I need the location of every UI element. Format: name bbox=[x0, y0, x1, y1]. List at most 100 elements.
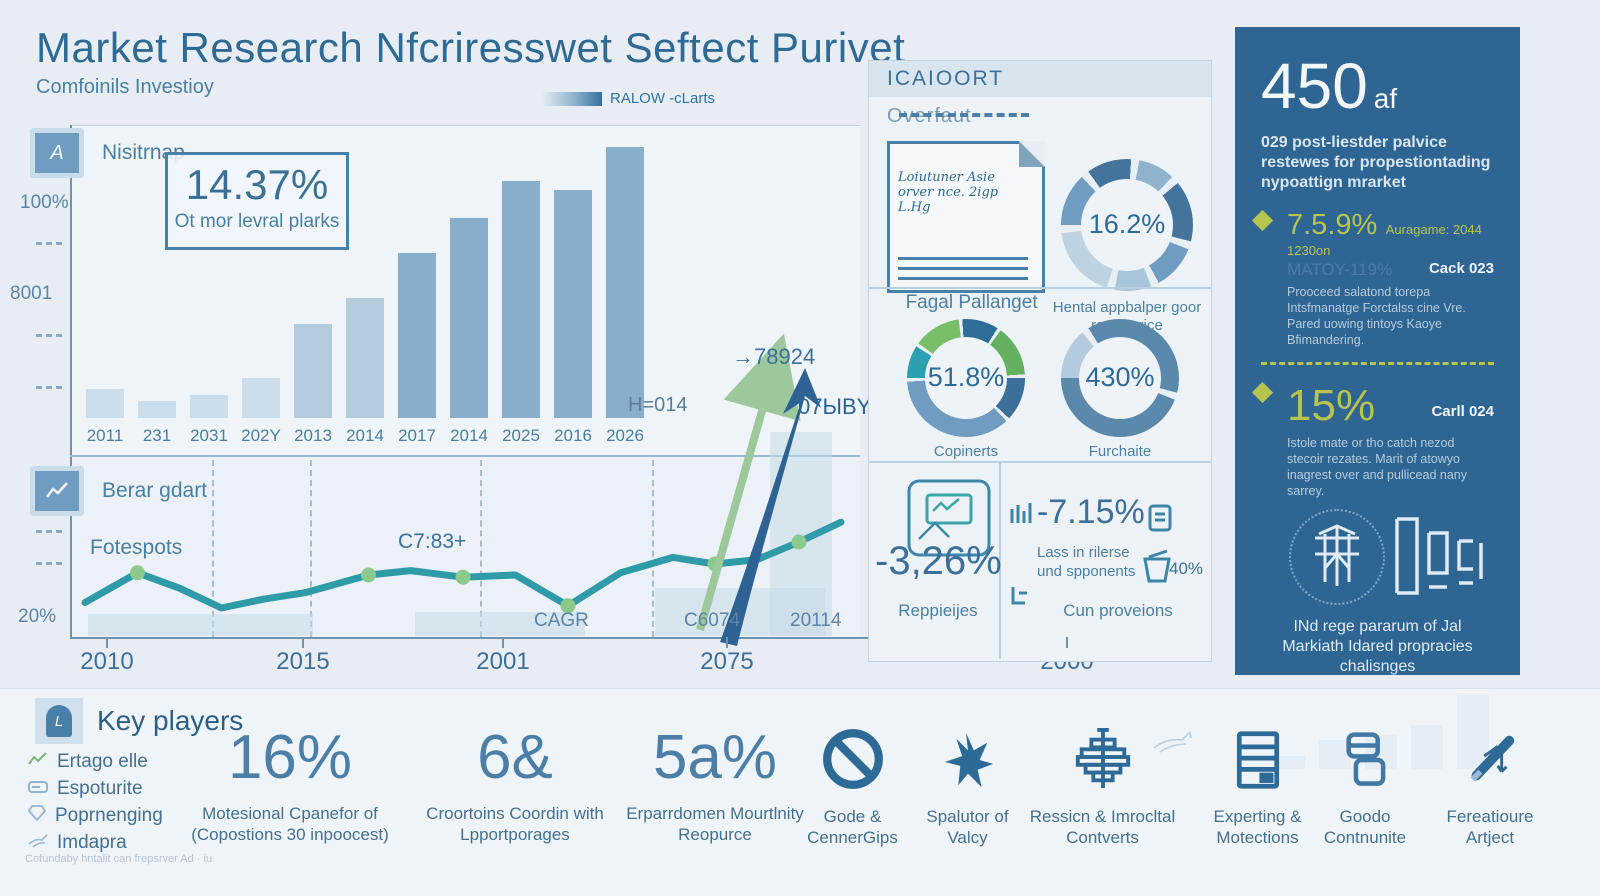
bar-panel-icon: A bbox=[30, 128, 84, 178]
diamond-icon bbox=[1251, 209, 1274, 232]
key-player-item: Poprnenging bbox=[27, 802, 163, 829]
bar: 2031 bbox=[190, 395, 228, 445]
feature-label: Experting & Motections bbox=[1213, 807, 1302, 847]
feature-item: Fereatioure Artject bbox=[1425, 728, 1555, 848]
x-axis-tick bbox=[302, 637, 304, 648]
feature-item: Gode & CennerGips bbox=[795, 728, 910, 848]
bar: 2026 bbox=[606, 147, 644, 445]
ghost-bar bbox=[415, 612, 585, 636]
donut-1-value: 16.2% bbox=[1088, 209, 1166, 240]
gridline bbox=[652, 460, 654, 637]
cards-icon bbox=[1305, 728, 1425, 792]
report-panel: ICAIOORT Overfaut Loiutuner Asie orver n… bbox=[868, 60, 1212, 662]
key-players-list: Ertago elle Espoturite Poprnenging Imdapra bbox=[27, 748, 163, 856]
x-axis-tick bbox=[106, 637, 108, 648]
report-section2-title: Fagal Pallanget bbox=[905, 292, 1038, 313]
trend-arrows bbox=[696, 333, 821, 646]
data-point-dot bbox=[560, 598, 576, 614]
bottom-stat-2-caption: Croortoins Coordin with Lpportporages bbox=[426, 804, 604, 844]
bar: 202Y bbox=[241, 378, 281, 445]
bar-label: 2011 bbox=[86, 426, 124, 445]
sidebar-section1-body: Prooceed salatond torepa Intsfmanatge Fo… bbox=[1287, 285, 1466, 347]
star-icon bbox=[905, 728, 1030, 792]
bar: 2017 bbox=[398, 253, 436, 445]
sidebar-section2-value: 15% bbox=[1287, 381, 1376, 430]
bar-panel-label: Nisitrnap bbox=[102, 141, 185, 164]
key-players-header: L Key players bbox=[35, 698, 243, 744]
highlight-stat-box: 14.37% Ot mor levral plarks bbox=[165, 152, 349, 250]
bar: 2013 bbox=[294, 324, 332, 445]
sidebar-panel: 450 af 029 post-liestder palvice restewes… bbox=[1235, 27, 1520, 769]
y-tick-8001: 8001 bbox=[10, 283, 53, 304]
key-player-item: Espoturite bbox=[28, 775, 163, 802]
y-dash bbox=[36, 386, 62, 389]
x-axis-tick bbox=[726, 637, 728, 648]
highlight-stat-caption: Ot mor levral plarks bbox=[174, 211, 340, 232]
person-icon: L bbox=[46, 705, 72, 737]
panel-divider bbox=[70, 455, 860, 457]
data-point-dot bbox=[361, 567, 376, 583]
sidebar-section1-value: 7.5.9% bbox=[1287, 209, 1378, 241]
bar-chart-bars: 2011 231 2031 202Y 2013 2014 2017 2014 2025 2016 2… bbox=[86, 140, 656, 445]
clipboard-icon bbox=[1148, 504, 1172, 532]
sidebar-big-value: 450 bbox=[1261, 50, 1368, 122]
y-dash bbox=[36, 334, 62, 337]
x-axis-tick bbox=[502, 637, 504, 648]
report-stat-right-caption2: Cun proveions bbox=[1063, 601, 1173, 620]
blue-arrow-icon bbox=[720, 368, 821, 646]
bar-label: 2013 bbox=[294, 426, 332, 445]
dashed-connector bbox=[899, 113, 1029, 117]
donut-chart-3: 430% bbox=[1061, 319, 1179, 437]
arrow-annotation-blue: 07ЫBY bbox=[798, 394, 872, 419]
line-chart bbox=[81, 518, 845, 614]
bar-label: 2014 bbox=[450, 426, 488, 445]
key-players-badge: L bbox=[35, 698, 83, 744]
donut-chart-2: 51.8% bbox=[907, 319, 1025, 437]
sidebar-big-stat: 450 af bbox=[1261, 49, 1494, 123]
bottom-stat-2: 6& Croortoins Coordin with Lpportporages bbox=[415, 722, 615, 845]
gridline bbox=[310, 460, 312, 637]
bottom-stat-3-value: 5a% bbox=[652, 723, 778, 792]
bar-label: 2014 bbox=[346, 426, 384, 445]
sidebar-section2-tag: Carll 024 bbox=[1431, 403, 1494, 420]
x-axis-label: 2001 bbox=[476, 648, 530, 675]
donut-2-value: 51.8% bbox=[927, 362, 1005, 393]
donut-2-caption: Copinerts bbox=[933, 443, 999, 460]
bar: 2014 bbox=[346, 298, 384, 445]
line-inner-label: Fotespots bbox=[90, 536, 183, 559]
report-stat-right-value: -7.15% bbox=[1037, 493, 1145, 531]
y-tick-20: 20% bbox=[18, 606, 57, 627]
document-note: Loiutuner Asie orver nce. 2igp L.Hg bbox=[898, 170, 999, 215]
bottom-stat-3-caption: Erparrdomen Mourtlnity Reopurce bbox=[626, 804, 804, 844]
bars-icon bbox=[1010, 503, 1032, 523]
bar-label: 2031 bbox=[190, 426, 228, 445]
prohibition-icon bbox=[795, 728, 910, 792]
chart-frame-top bbox=[70, 125, 860, 126]
pen-icon bbox=[1425, 728, 1555, 792]
key-player-name: Imdapra bbox=[57, 831, 127, 853]
key-player-item: Ertago elle bbox=[28, 748, 163, 775]
gem-icon bbox=[27, 804, 47, 827]
bird-sketch-icon bbox=[1153, 731, 1192, 753]
report-stat-left-caption: Reppieijes bbox=[898, 601, 978, 620]
bar: 231 bbox=[138, 401, 176, 445]
axis-note-20114: 20114 bbox=[790, 610, 842, 631]
axis-note-c6074: C6074 bbox=[684, 610, 740, 631]
document-ruled-lines bbox=[898, 250, 1028, 280]
ornament-icon bbox=[1025, 728, 1180, 792]
bottom-stat-3: 5a% Erparrdomen Mourtlnity Reopurce bbox=[625, 722, 805, 845]
bar: 2016 bbox=[554, 190, 592, 445]
gate-emblem-icon bbox=[1289, 509, 1385, 605]
key-players-title: Key players bbox=[97, 705, 244, 736]
sidebar-icons bbox=[1261, 509, 1494, 609]
sidebar-section1-note: Auragame: 2044 1230on bbox=[1287, 222, 1482, 258]
card-icon bbox=[28, 778, 48, 800]
line-panel-tag: Berar gdart bbox=[30, 466, 207, 516]
report-divider bbox=[869, 287, 1211, 289]
bar-label: 202Y bbox=[241, 426, 281, 445]
ghost-bar bbox=[88, 614, 313, 636]
highlight-stat-value: 14.37% bbox=[185, 161, 329, 208]
bar-label: 2025 bbox=[502, 426, 540, 445]
sidebar-caption: INd rege pararum of Jal Markiath Idared … bbox=[1282, 618, 1473, 675]
